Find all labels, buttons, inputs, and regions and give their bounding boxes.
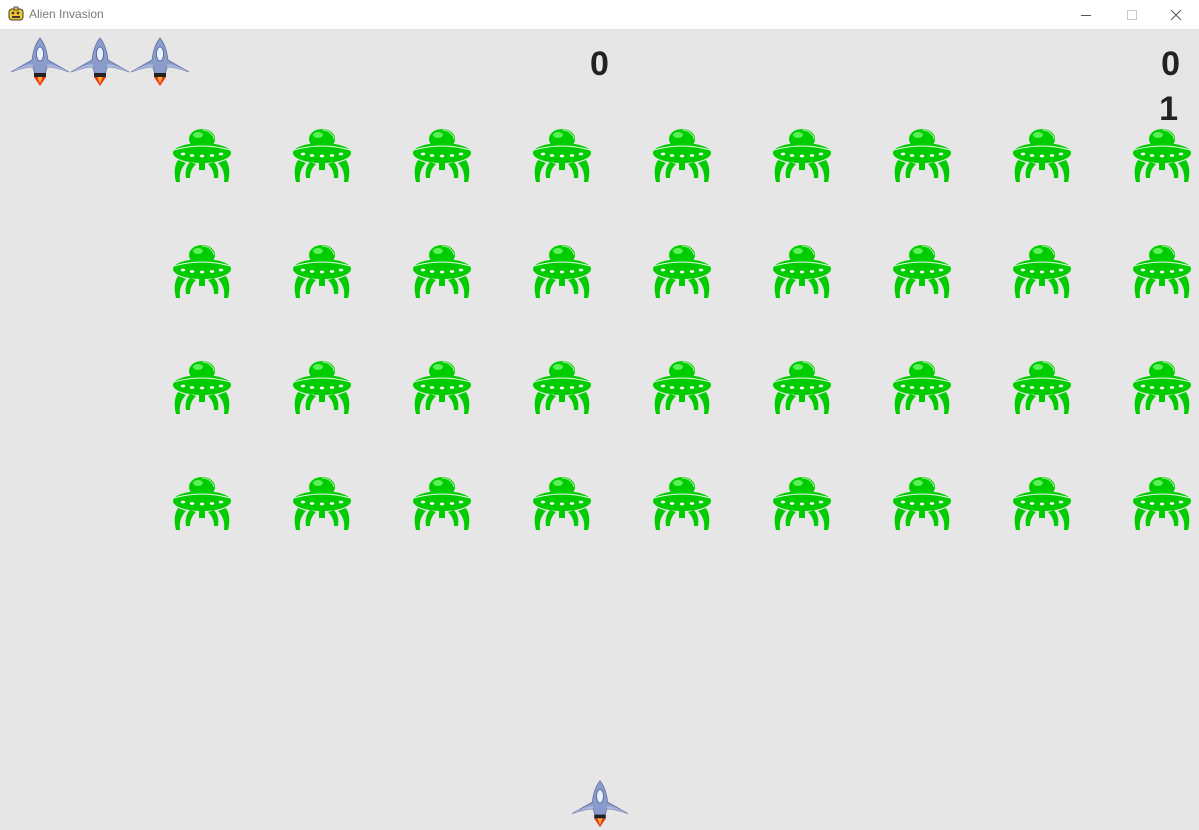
alien-ufo-icon [892, 126, 952, 184]
alien-ufo-icon [292, 126, 352, 184]
alien-ufo-icon [772, 126, 832, 184]
alien-ufo-icon [292, 358, 352, 416]
alien-ufo-icon [772, 358, 832, 416]
alien-ufo-icon [172, 474, 232, 532]
alien-ufo-icon [892, 242, 952, 300]
alien-ufo-icon [412, 126, 472, 184]
alien-ufo-icon [892, 474, 952, 532]
alien-ufo-icon [172, 242, 232, 300]
alien-ufo-icon [772, 474, 832, 532]
game-area: 0 0 1 [0, 30, 1199, 830]
maximize-button[interactable] [1109, 0, 1155, 29]
alien-ufo-icon [1132, 126, 1192, 184]
alien-ufo-icon [532, 126, 592, 184]
life-ship-icon [9, 36, 71, 88]
alien-ufo-icon [532, 474, 592, 532]
alien-ufo-icon [892, 358, 952, 416]
high-score-display: 0 [1161, 45, 1180, 83]
alien-ufo-icon [532, 358, 592, 416]
alien-ufo-icon [412, 474, 472, 532]
window-title: Alien Invasion [29, 7, 104, 21]
alien-ufo-icon [772, 242, 832, 300]
alien-ufo-icon [1012, 474, 1072, 532]
player-ship [569, 779, 631, 829]
alien-ufo-icon [652, 126, 712, 184]
alien-ufo-icon [292, 474, 352, 532]
life-ship-icon [129, 36, 191, 88]
alien-ufo-icon [412, 242, 472, 300]
pygame-snake-icon [8, 6, 24, 21]
alien-ufo-icon [652, 358, 712, 416]
alien-ufo-icon [652, 474, 712, 532]
alien-ufo-icon [292, 242, 352, 300]
window-titlebar[interactable]: Alien Invasion [0, 0, 1199, 30]
maximize-icon [1127, 9, 1137, 20]
life-ship-icon [69, 36, 131, 88]
level-display: 1 [1159, 90, 1178, 128]
alien-ufo-icon [652, 242, 712, 300]
alien-ufo-icon [1012, 358, 1072, 416]
minimize-button[interactable] [1063, 0, 1109, 29]
alien-ufo-icon [1132, 242, 1192, 300]
alien-ufo-icon [172, 126, 232, 184]
alien-ufo-icon [172, 358, 232, 416]
close-button[interactable] [1153, 0, 1199, 29]
alien-ufo-icon [1012, 242, 1072, 300]
alien-ufo-icon [1012, 126, 1072, 184]
minimize-icon [1081, 14, 1091, 16]
alien-ufo-icon [412, 358, 472, 416]
alien-ufo-icon [1132, 474, 1192, 532]
alien-ufo-icon [532, 242, 592, 300]
alien-ufo-icon [1132, 358, 1192, 416]
close-icon [1170, 9, 1182, 20]
score-display: 0 [590, 45, 609, 83]
